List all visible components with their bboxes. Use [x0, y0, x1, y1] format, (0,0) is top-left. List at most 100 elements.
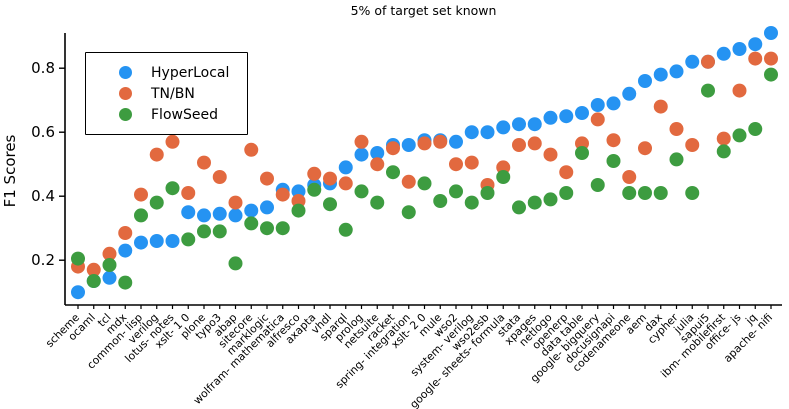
data-point [496, 120, 511, 135]
data-point [118, 243, 133, 258]
data-point [102, 246, 117, 261]
y-tick-label: 0.4 [31, 187, 55, 205]
data-point [86, 262, 101, 277]
data-point [638, 141, 652, 156]
data-point [307, 182, 322, 197]
data-point [370, 195, 385, 210]
data-point [149, 147, 164, 162]
data-point [401, 174, 416, 189]
y-tick-label: 0.2 [31, 251, 55, 269]
data-point [559, 165, 574, 180]
data-point [149, 195, 164, 210]
legend-label: HyperLocal [151, 64, 230, 81]
data-point [386, 165, 400, 180]
data-point [291, 184, 306, 199]
data-point [86, 274, 101, 288]
data-point [638, 186, 652, 200]
data-point [701, 83, 715, 98]
data-point [449, 134, 463, 149]
data-point [764, 51, 778, 66]
data-point [527, 117, 542, 132]
data-point [181, 186, 196, 200]
legend-label: TN/BN [151, 85, 195, 102]
data-point [354, 184, 369, 199]
data-point [197, 155, 211, 170]
legend-swatch-icon [119, 87, 132, 100]
data-point [71, 285, 85, 300]
data-point [669, 122, 684, 136]
legend-swatch-icon [119, 108, 132, 121]
data-point [590, 98, 605, 112]
legend-item: FlowSeed [119, 108, 247, 122]
data-point [212, 170, 227, 184]
data-point [527, 195, 542, 210]
data-point [716, 131, 731, 146]
data-point [575, 146, 589, 160]
data-point [559, 109, 574, 124]
data-point [386, 141, 400, 156]
data-point [590, 112, 605, 127]
data-point [71, 251, 85, 266]
data-point [260, 200, 274, 215]
data-point [559, 186, 574, 200]
data-point [764, 26, 778, 40]
chart-title: 5% of target set known [350, 3, 497, 18]
data-point [701, 54, 715, 69]
data-point [102, 258, 117, 272]
data-point [275, 221, 290, 236]
data-point [417, 136, 432, 151]
data-point [165, 134, 180, 149]
data-point [323, 171, 337, 186]
data-point [638, 74, 652, 88]
data-point [275, 187, 290, 202]
legend-item: HyperLocal [119, 66, 247, 80]
data-point [764, 67, 778, 82]
data-point [212, 206, 227, 221]
legend-item: TN/BN [119, 87, 247, 101]
data-point [622, 186, 637, 200]
data-point [575, 106, 589, 120]
data-point [181, 205, 196, 220]
data-point [338, 160, 353, 175]
data-point [685, 54, 700, 69]
y-tick-label: 0.6 [31, 123, 55, 141]
data-point [149, 234, 164, 248]
data-point [480, 186, 495, 200]
data-point [512, 138, 526, 152]
data-point [338, 176, 353, 191]
data-point [606, 133, 621, 148]
data-point [653, 99, 668, 114]
data-point [212, 224, 227, 239]
data-point [653, 67, 668, 82]
data-point [433, 134, 448, 149]
data-point [134, 208, 148, 223]
data-point [197, 208, 211, 223]
data-point [606, 154, 621, 168]
data-point [496, 170, 511, 184]
data-point [417, 176, 432, 191]
legend: HyperLocal TN/BN FlowSeed [85, 52, 248, 135]
y-tick-label: 0.8 [31, 59, 55, 77]
data-point [260, 221, 274, 236]
data-point [732, 42, 747, 56]
data-point [748, 37, 763, 52]
data-point [228, 256, 243, 271]
data-point [622, 170, 637, 184]
data-point [401, 138, 416, 152]
legend-label: FlowSeed [151, 106, 218, 123]
data-point [590, 178, 605, 192]
data-point [543, 192, 558, 207]
data-point [748, 122, 763, 136]
data-point [732, 83, 747, 98]
data-point [543, 110, 558, 125]
data-point [134, 187, 148, 202]
data-point [606, 96, 621, 111]
data-point [464, 125, 479, 140]
data-point [228, 208, 243, 223]
data-point [685, 186, 700, 200]
data-point [118, 226, 133, 240]
data-point [464, 195, 479, 210]
data-point [354, 147, 369, 162]
